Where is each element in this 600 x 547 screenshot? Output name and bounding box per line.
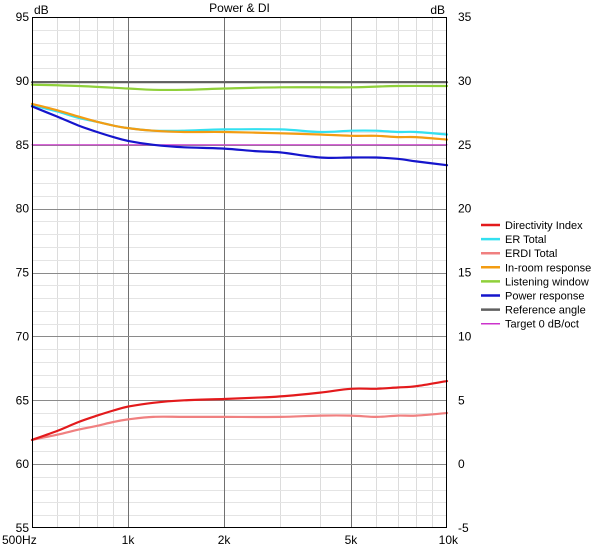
left-tick-label: 80 [16, 202, 30, 216]
major-gridlines [32, 17, 447, 528]
series-line-directivity-index [30, 380, 449, 441]
left-tick-label: 90 [16, 74, 30, 88]
right-tick-label: -5 [458, 521, 469, 535]
legend-label-erdi-total: ERDI Total [505, 248, 557, 260]
legend-label-in-room-response: In-room response [505, 262, 591, 274]
x-tick-label: 10k [439, 533, 459, 547]
x-axis-tick-labels: 500Hz 1k 2k 5k 10k [2, 533, 459, 547]
x-tick-label: 5k [345, 533, 359, 547]
plot-frame [32, 17, 447, 528]
left-tick-label: 85 [16, 138, 30, 152]
right-tick-label: 20 [458, 202, 472, 216]
right-tick-label: 15 [458, 266, 472, 280]
legend-label-reference-angle: Reference angle [505, 305, 586, 317]
left-tick-label: 55 [16, 521, 30, 535]
series-line-in-room-response [30, 102, 449, 141]
right-axis-tick-labels: -5 0 5 10 15 20 25 30 35 [458, 10, 472, 535]
legend-label-listening-window: Listening window [505, 276, 589, 288]
minor-gridlines [32, 17, 447, 528]
x-tick-label: 2k [218, 533, 232, 547]
left-tick-label: 60 [16, 457, 30, 471]
left-axis-tick-labels: 55 60 65 70 75 80 85 90 95 [16, 10, 30, 535]
right-tick-label: 25 [458, 138, 472, 152]
chart-title: Power & DI [209, 1, 270, 15]
series-line-erdi-total [30, 411, 449, 441]
series-line-power-response [30, 105, 449, 167]
right-tick-label: 30 [458, 74, 472, 88]
left-tick-label: 95 [16, 10, 30, 24]
left-tick-label: 70 [16, 329, 30, 343]
series-lines [30, 81, 449, 441]
right-axis-unit: dB [430, 3, 445, 17]
legend-label-er-total: ER Total [505, 234, 546, 246]
x-tick-label: 500Hz [2, 533, 37, 547]
left-tick-label: 75 [16, 266, 30, 280]
legend-label-directivity-index: Directivity Index [505, 220, 583, 232]
left-tick-label: 65 [16, 393, 30, 407]
x-tick-label: 1k [122, 533, 136, 547]
left-axis-unit: dB [34, 3, 49, 17]
right-tick-label: 10 [458, 329, 472, 343]
legend-label-power-response: Power response [505, 291, 585, 303]
legend: Directivity Index ER Total ERDI Total In-ro… [481, 220, 591, 331]
right-tick-label: 5 [458, 393, 465, 407]
series-line-listening-window [30, 83, 449, 92]
right-tick-label: 35 [458, 10, 472, 24]
right-tick-label: 0 [458, 457, 465, 471]
legend-label-target-0-db-oct: Target 0 dB/oct [505, 319, 579, 331]
